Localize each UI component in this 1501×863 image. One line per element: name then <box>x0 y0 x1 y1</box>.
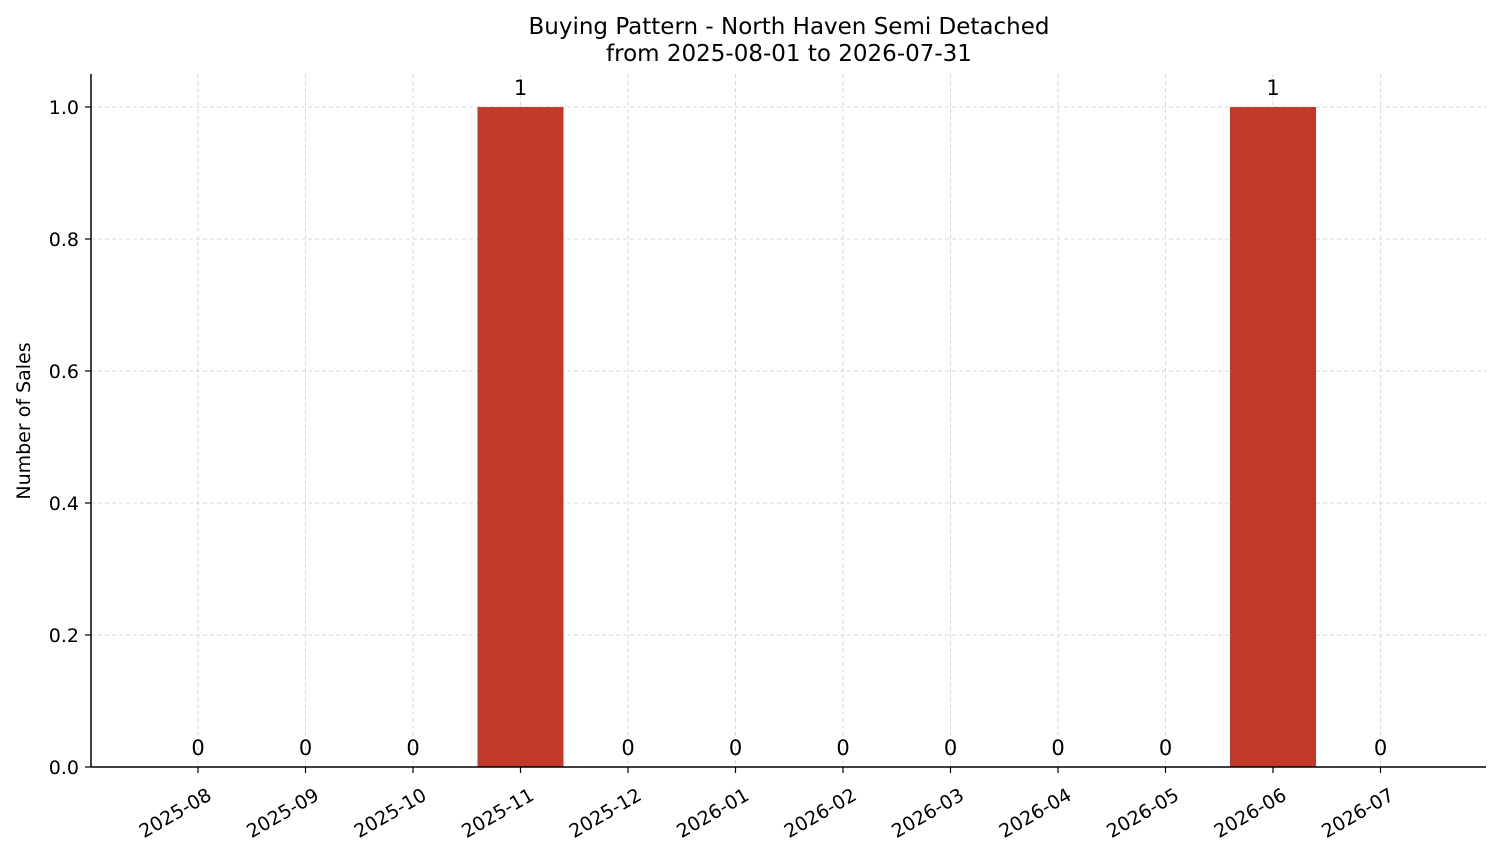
y-tick-label-2: 0.4 <box>49 493 79 515</box>
data-label-2025-09: 0 <box>299 736 312 760</box>
axes <box>90 74 1486 768</box>
data-label-2026-07: 0 <box>1374 736 1387 760</box>
y-axis-label: Number of Sales <box>13 342 35 499</box>
bar-2025-11 <box>477 107 564 767</box>
data-label-2026-03: 0 <box>944 736 957 760</box>
data-labels: 0 0 0 1 0 0 0 0 0 0 1 0 <box>191 76 1387 760</box>
chart-title: Buying Pattern - North Haven Semi Detach… <box>529 14 1050 40</box>
data-label-2025-10: 0 <box>406 736 419 760</box>
chart-subtitle: from 2025-08-01 to 2026-07-31 <box>606 41 972 67</box>
bar-2026-06 <box>1230 107 1316 767</box>
data-label-2025-12: 0 <box>621 736 634 760</box>
y-tick-label-3: 0.6 <box>49 361 79 383</box>
data-label-2026-02: 0 <box>836 736 849 760</box>
y-ticks: 0.0 0.2 0.4 0.6 0.8 1.0 <box>49 97 91 779</box>
y-tick-label-5: 1.0 <box>49 97 79 119</box>
data-label-2025-08: 0 <box>191 736 204 760</box>
data-label-2026-04: 0 <box>1051 736 1064 760</box>
bars <box>477 107 1316 767</box>
data-label-2025-11: 1 <box>514 76 527 100</box>
y-tick-label-0: 0.0 <box>49 757 79 779</box>
data-label-2026-01: 0 <box>729 736 742 760</box>
y-tick-label-1: 0.2 <box>49 625 79 647</box>
data-label-2026-06: 1 <box>1266 76 1279 100</box>
data-label-2026-05: 0 <box>1159 736 1172 760</box>
y-tick-label-4: 0.8 <box>49 229 79 251</box>
